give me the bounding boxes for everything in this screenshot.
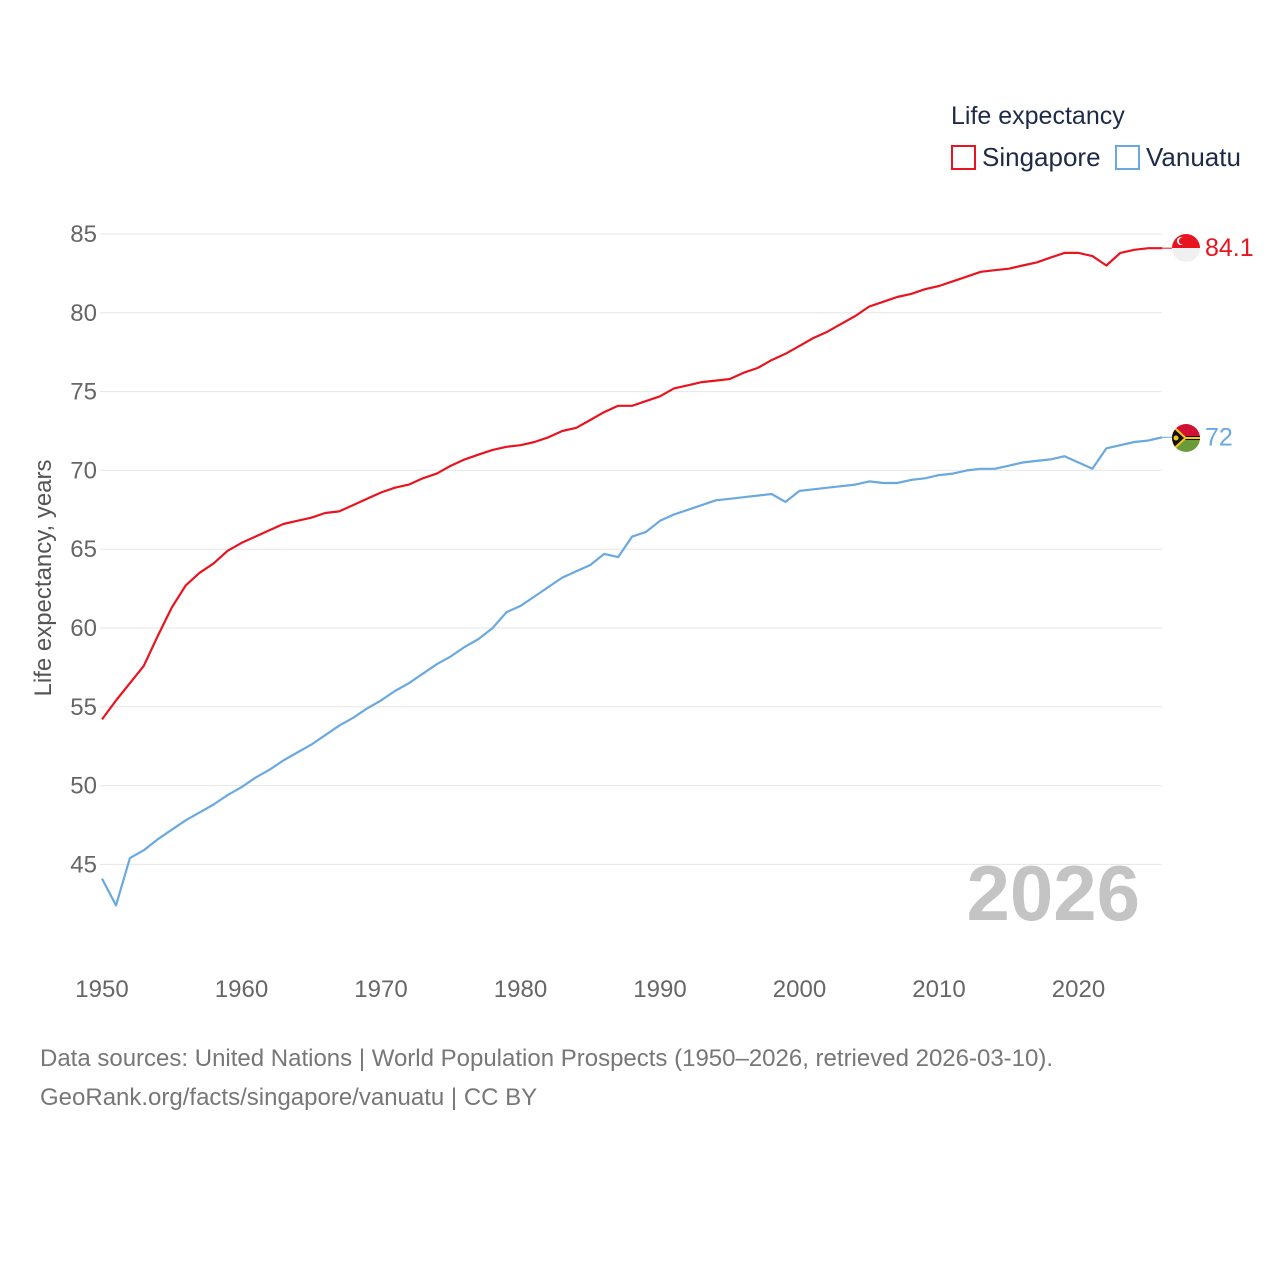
legend: Life expectancy Singapore Vanuatu xyxy=(951,102,1241,172)
x-tick-label-2000: 2000 xyxy=(773,976,826,1003)
end-value-label-vanuatu: 72 xyxy=(1205,423,1233,451)
series-layer: 84.1 72 xyxy=(101,234,1254,907)
legend-swatch-vanuatu xyxy=(1115,145,1140,170)
life-expectancy-chart: 45 50 55 60 65 70 75 80 85 1950 1960 1970 1980 1990 2… xyxy=(30,102,1254,1003)
y-tick-label-85: 85 xyxy=(70,221,97,248)
y-tick-label-45: 45 xyxy=(70,851,97,878)
x-tick-label-1990: 1990 xyxy=(633,976,686,1003)
legend-label-singapore: Singapore xyxy=(982,142,1101,172)
y-tick-label-75: 75 xyxy=(70,379,97,406)
x-tick-label-2010: 2010 xyxy=(912,976,965,1003)
x-tick-label-1950: 1950 xyxy=(75,976,128,1003)
singapore-flag-icon xyxy=(1172,234,1200,262)
y-axis-ticks: 45 50 55 60 65 70 75 80 85 xyxy=(70,221,97,878)
y-tick-label-65: 65 xyxy=(70,536,97,563)
legend-title: Life expectancy xyxy=(951,102,1125,130)
credit-link[interactable]: GeoRank.org/facts/singapore/vanuatu | CC… xyxy=(40,1084,538,1111)
legend-label-vanuatu: Vanuatu xyxy=(1146,142,1241,172)
y-tick-label-60: 60 xyxy=(70,615,97,642)
y-tick-label-70: 70 xyxy=(70,457,97,484)
end-value-label-singapore: 84.1 xyxy=(1205,234,1254,262)
grid-lines xyxy=(100,233,1162,865)
year-stamp: 2026 xyxy=(966,849,1140,937)
y-tick-label-55: 55 xyxy=(70,694,97,721)
vanuatu-flag-icon xyxy=(1172,424,1200,452)
y-tick-label-50: 50 xyxy=(70,773,97,800)
legend-item-vanuatu[interactable]: Vanuatu xyxy=(1115,142,1241,172)
y-tick-label-80: 80 xyxy=(70,300,97,327)
legend-item-singapore[interactable]: Singapore xyxy=(951,142,1101,172)
x-tick-label-1960: 1960 xyxy=(215,976,268,1003)
x-tick-label-2020: 2020 xyxy=(1052,976,1105,1003)
x-tick-label-1970: 1970 xyxy=(354,976,407,1003)
x-tick-label-1980: 1980 xyxy=(494,976,547,1003)
y-axis-title: Life expectancy, years xyxy=(30,459,57,696)
data-sources-note: Data sources: United Nations | World Pop… xyxy=(40,1045,1054,1072)
series-line-singapore xyxy=(101,247,1163,721)
series-line-vanuatu xyxy=(101,436,1163,907)
legend-swatch-singapore xyxy=(951,145,976,170)
x-axis-ticks: 1950 1960 1970 1980 1990 2000 2010 2020 xyxy=(75,976,1105,1003)
